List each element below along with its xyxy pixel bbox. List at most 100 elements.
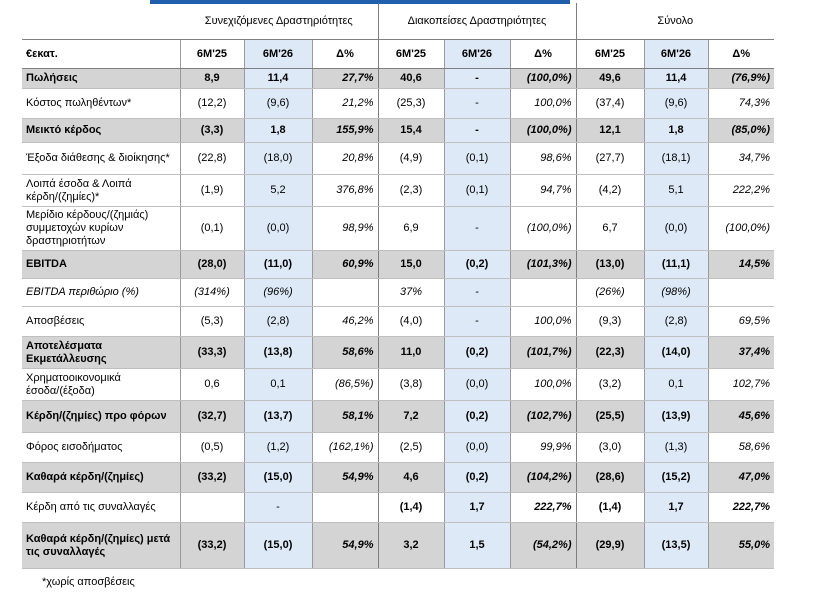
table-cell: 74,3% [707, 88, 774, 119]
table-cell: 8,9 [179, 68, 244, 89]
table-cell: (0,0) [243, 206, 312, 251]
col-header: 6M'25 [575, 39, 644, 69]
table-cell: 100,0% [509, 368, 576, 401]
table-cell: (54,2%) [509, 522, 576, 569]
table-cell: 0,1 [643, 368, 708, 401]
table-cell: 1,8 [643, 118, 708, 143]
table-cell: 11,4 [243, 68, 312, 89]
group-header-row: Συνεχιζόμενες Δραστηριότητες Διακοπείσες… [22, 3, 774, 40]
table-cell: (100,0%) [707, 206, 774, 251]
table-cell: (0,1) [443, 142, 510, 175]
table-cell: 1,5 [443, 522, 510, 569]
table-cell: (101,7%) [509, 336, 576, 369]
table-cell: 14,5% [707, 250, 774, 279]
table-cell: (13,7) [243, 400, 312, 433]
table-cell: 3,2 [377, 522, 444, 569]
table-cell: 55,0% [707, 522, 774, 569]
table-cell: 6,7 [575, 206, 644, 251]
row-label: Χρηματοοικονομικά έσοδα/(έξοδα) [22, 368, 180, 401]
table-cell: 58,1% [311, 400, 378, 433]
table-cell: (22,3) [575, 336, 644, 369]
table-cell: (1,3) [643, 432, 708, 463]
table-cell: (11,1) [643, 250, 708, 279]
table-cell: 5,2 [243, 174, 312, 207]
table-cell: (76,9%) [707, 68, 774, 89]
table-cell: (0,2) [443, 250, 510, 279]
row-label: Καθαρά κέρδη/(ζημίες) μετά τις συναλλαγέ… [22, 522, 180, 569]
row-label: Μεικτό κέρδος [22, 118, 180, 143]
table-row: Μεικτό κέρδος (3,3) 1,8 155,9% 15,4- (100,0%)… [22, 118, 774, 143]
group-discontinued: Διακοπείσες Δραστηριότητες [377, 3, 576, 40]
table-cell: (9,6) [643, 88, 708, 119]
table-cell: (1,9) [179, 174, 244, 207]
table-cell: (1,4) [377, 492, 444, 523]
table-cell: (86,5%) [311, 368, 378, 401]
col-header: 6M'25 [377, 39, 444, 69]
table-cell: 15,4 [377, 118, 444, 143]
table-cell: 376,8% [311, 174, 378, 207]
row-label: EBITDA [22, 250, 180, 279]
table-cell: 54,9% [311, 462, 378, 493]
table-row: Καθαρά κέρδη/(ζημίες) (33,2) (15,0) 54,9% 4,… [22, 462, 774, 493]
table-cell: (85,0%) [707, 118, 774, 143]
top-title-strip [150, 0, 570, 4]
col-header: 6M'26 [443, 39, 510, 69]
table-row: EBITDA περιθώριο (%) (314%) (96%) 37% - (26%)… [22, 278, 774, 307]
table-row: Πωλήσεις 8,9 11,4 27,7% 40,6- (100,0%) 49,6 11,… [22, 68, 774, 89]
table-cell: (25,5) [575, 400, 644, 433]
table-row: Φόρος εισοδήματος (0,5) (1,2) (162,1%) (2,5)… [22, 432, 774, 463]
table-row: Έξοδα διάθεσης & διοίκησης* (22,8) (18,0) 2… [22, 142, 774, 175]
footnote: *χωρίς αποσβέσεις [42, 576, 135, 588]
table-cell: (3,8) [377, 368, 444, 401]
table-cell [509, 278, 576, 307]
table-cell: (9,6) [243, 88, 312, 119]
table-cell: (0,1) [179, 206, 244, 251]
table-cell: (314%) [179, 278, 244, 307]
table-cell: (28,6) [575, 462, 644, 493]
table-cell: 6,9 [377, 206, 444, 251]
table-cell: 222,2% [707, 174, 774, 207]
table-cell: 12,1 [575, 118, 644, 143]
table-cell: (0,2) [443, 462, 510, 493]
table-cell: 11,0 [377, 336, 444, 369]
table-cell: (98%) [643, 278, 708, 307]
table-row: Αποτελέσματα Εκμετάλλευσης (33,3) (13,8) 58… [22, 336, 774, 369]
table-cell: (1,4) [575, 492, 644, 523]
table-cell: 98,6% [509, 142, 576, 175]
table-cell: 11,4 [643, 68, 708, 89]
table-cell: (33,2) [179, 522, 244, 569]
table-cell: 5,1 [643, 174, 708, 207]
table-cell: (4,0) [377, 306, 444, 337]
table-cell: (2,8) [643, 306, 708, 337]
table-cell: (15,2) [643, 462, 708, 493]
col-header: 6M'26 [643, 39, 708, 69]
table-body: Πωλήσεις 8,9 11,4 27,7% 40,6- (100,0%) 49,6 11,… [22, 68, 774, 569]
table-cell: 21,2% [311, 88, 378, 119]
table-cell: (32,7) [179, 400, 244, 433]
table-cell: (3,0) [575, 432, 644, 463]
table-cell: 222,7% [509, 492, 576, 523]
table-cell: (27,7) [575, 142, 644, 175]
table-cell: (96%) [243, 278, 312, 307]
table-cell: 0,6 [179, 368, 244, 401]
table-cell: (2,5) [377, 432, 444, 463]
table-cell: (4,9) [377, 142, 444, 175]
table-cell: (15,0) [243, 522, 312, 569]
table-cell: - [443, 118, 510, 143]
row-label: Καθαρά κέρδη/(ζημίες) [22, 462, 180, 493]
table-cell: 47,0% [707, 462, 774, 493]
col-header: 6M'26 [243, 39, 312, 69]
table-cell: (0,2) [443, 336, 510, 369]
table-cell: (0,0) [643, 206, 708, 251]
row-label: Φόρος εισοδήματος [22, 432, 180, 463]
table-cell: (3,3) [179, 118, 244, 143]
table-cell: 102,7% [707, 368, 774, 401]
table-cell: 7,2 [377, 400, 444, 433]
table-row: Μερίδιο κέρδους/(ζημιάς) συμμετοχών κυρί… [22, 206, 774, 251]
table-cell [311, 278, 378, 307]
table-cell: (25,3) [377, 88, 444, 119]
table-cell: 100,0% [509, 88, 576, 119]
table-cell: 4,6 [377, 462, 444, 493]
table-cell: 37,4% [707, 336, 774, 369]
table-cell: 94,7% [509, 174, 576, 207]
